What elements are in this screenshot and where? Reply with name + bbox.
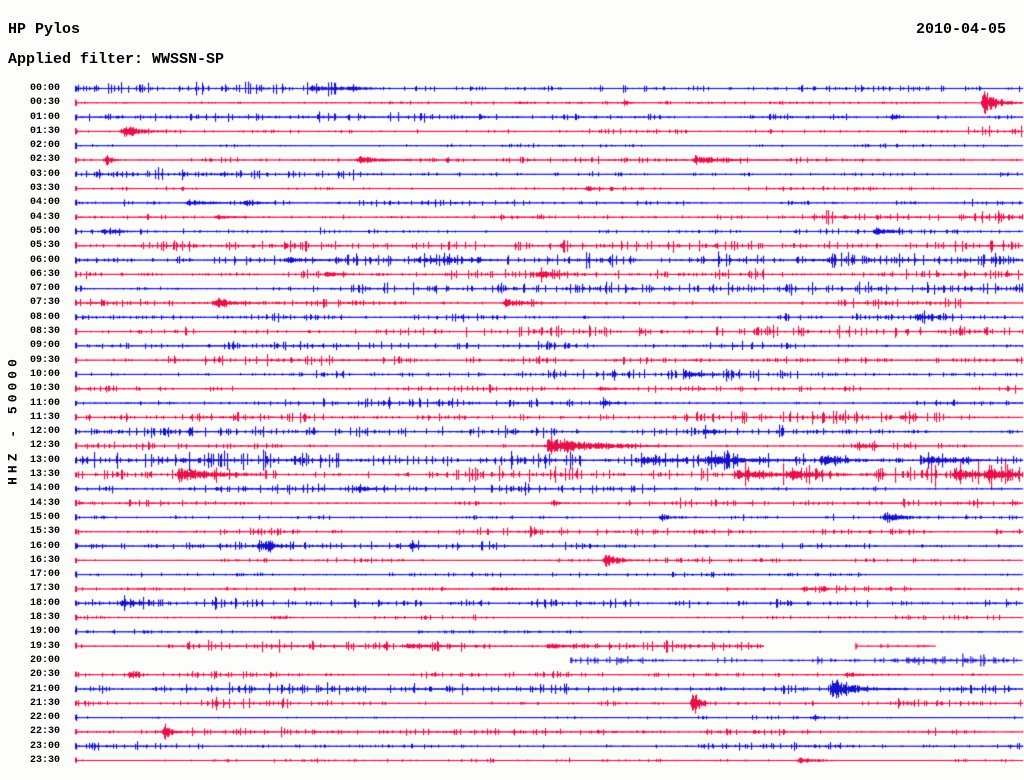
time-label: 10:00 (29, 368, 60, 380)
time-label: 10:30 (29, 383, 60, 395)
time-label: 04:30 (29, 211, 60, 223)
time-label: 12:00 (29, 426, 60, 438)
time-label: 15:00 (29, 511, 60, 523)
time-label: 23:00 (29, 740, 60, 752)
time-label: 08:00 (29, 311, 60, 323)
time-label: 20:30 (29, 669, 60, 681)
time-label: 12:30 (29, 440, 60, 452)
time-label: 14:30 (29, 497, 60, 509)
time-label: 16:00 (29, 540, 60, 552)
time-label: 13:30 (29, 469, 60, 481)
time-label: 02:30 (29, 154, 60, 166)
time-label: 15:30 (29, 526, 60, 538)
time-label: 01:00 (29, 111, 60, 123)
time-label: 13:00 (29, 454, 60, 466)
time-label: 03:00 (29, 168, 60, 180)
time-label: 09:00 (29, 340, 60, 352)
time-label: 19:00 (29, 626, 60, 638)
time-label: 21:00 (29, 683, 60, 695)
time-label: 05:00 (29, 225, 60, 237)
time-label: 18:00 (29, 597, 60, 609)
time-label: 03:30 (29, 183, 60, 195)
time-label: 07:00 (29, 283, 60, 295)
time-label: 06:00 (29, 254, 60, 266)
time-label: 00:30 (29, 97, 60, 109)
time-label: 02:00 (29, 140, 60, 152)
time-label: 23:30 (29, 755, 60, 766)
time-label: 21:30 (29, 697, 60, 709)
time-label: 14:00 (29, 483, 60, 495)
time-label: 09:30 (29, 354, 60, 366)
time-label: 16:30 (29, 554, 60, 566)
time-label: 22:30 (29, 726, 60, 738)
time-label: 07:30 (29, 297, 60, 309)
time-label: 11:00 (29, 397, 60, 409)
time-label: 05:30 (29, 240, 60, 252)
time-label: 01:30 (29, 125, 60, 137)
time-label: 17:30 (29, 583, 60, 595)
time-label: 11:30 (29, 411, 60, 423)
time-label: 06:30 (29, 268, 60, 280)
time-label: 00:00 (29, 83, 60, 94)
time-label: 04:00 (29, 197, 60, 209)
time-label: 17:00 (29, 569, 60, 581)
time-label: 19:30 (29, 640, 60, 652)
time-label: 22:00 (29, 712, 60, 724)
time-label: 08:30 (29, 326, 60, 338)
time-label: 20:00 (29, 654, 60, 666)
time-label: 18:30 (29, 612, 60, 624)
